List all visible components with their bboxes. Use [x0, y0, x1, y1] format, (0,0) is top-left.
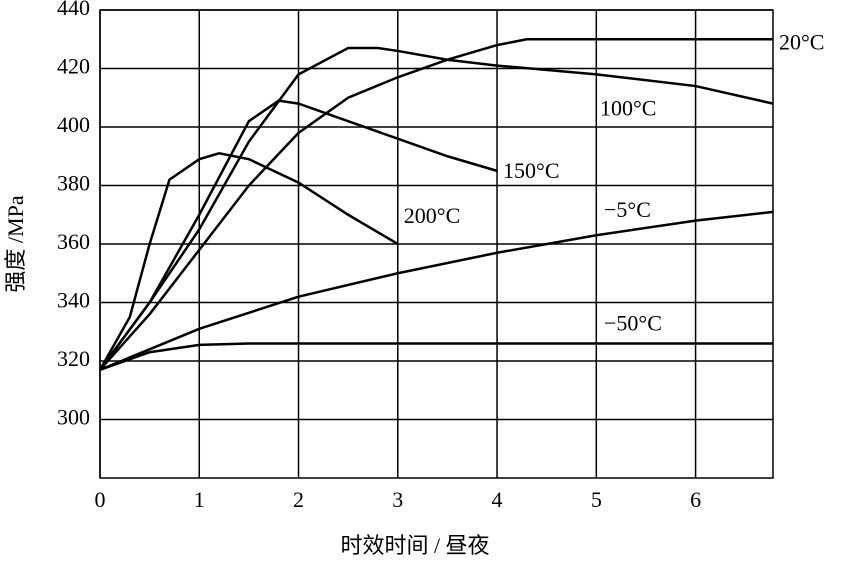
series-label: 200°C	[404, 203, 460, 228]
y-tick-label: 360	[57, 229, 90, 254]
x-tick-label: 1	[194, 487, 205, 512]
series-label: −5°C	[604, 197, 651, 222]
series-line	[98, 99, 498, 371]
series-line	[99, 342, 773, 371]
x-tick-label: 6	[690, 487, 701, 512]
x-tick-label: 0	[95, 487, 106, 512]
y-tick-label: 380	[57, 171, 90, 196]
x-tick-label: 4	[492, 487, 503, 512]
series-label: 150°C	[503, 158, 559, 183]
y-axis-label: 强度 /MPa	[3, 195, 28, 292]
series-label: 20°C	[779, 29, 824, 54]
y-tick-label: 340	[57, 288, 90, 313]
y-tick-label: 420	[57, 54, 90, 79]
series-line	[99, 38, 773, 371]
y-tick-label: 440	[57, 0, 90, 20]
series-label: 100°C	[600, 96, 656, 121]
series-label: −50°C	[604, 310, 662, 335]
series-line	[99, 210, 774, 371]
x-tick-label: 3	[392, 487, 403, 512]
series-line	[98, 46, 774, 371]
y-tick-label: 320	[57, 346, 90, 371]
x-axis-label: 时效时间 / 昼夜	[340, 533, 489, 558]
x-tick-label: 5	[591, 487, 602, 512]
y-tick-label: 400	[57, 112, 90, 137]
x-tick-label: 2	[293, 487, 304, 512]
y-tick-label: 300	[57, 405, 90, 430]
series-line	[98, 152, 399, 371]
